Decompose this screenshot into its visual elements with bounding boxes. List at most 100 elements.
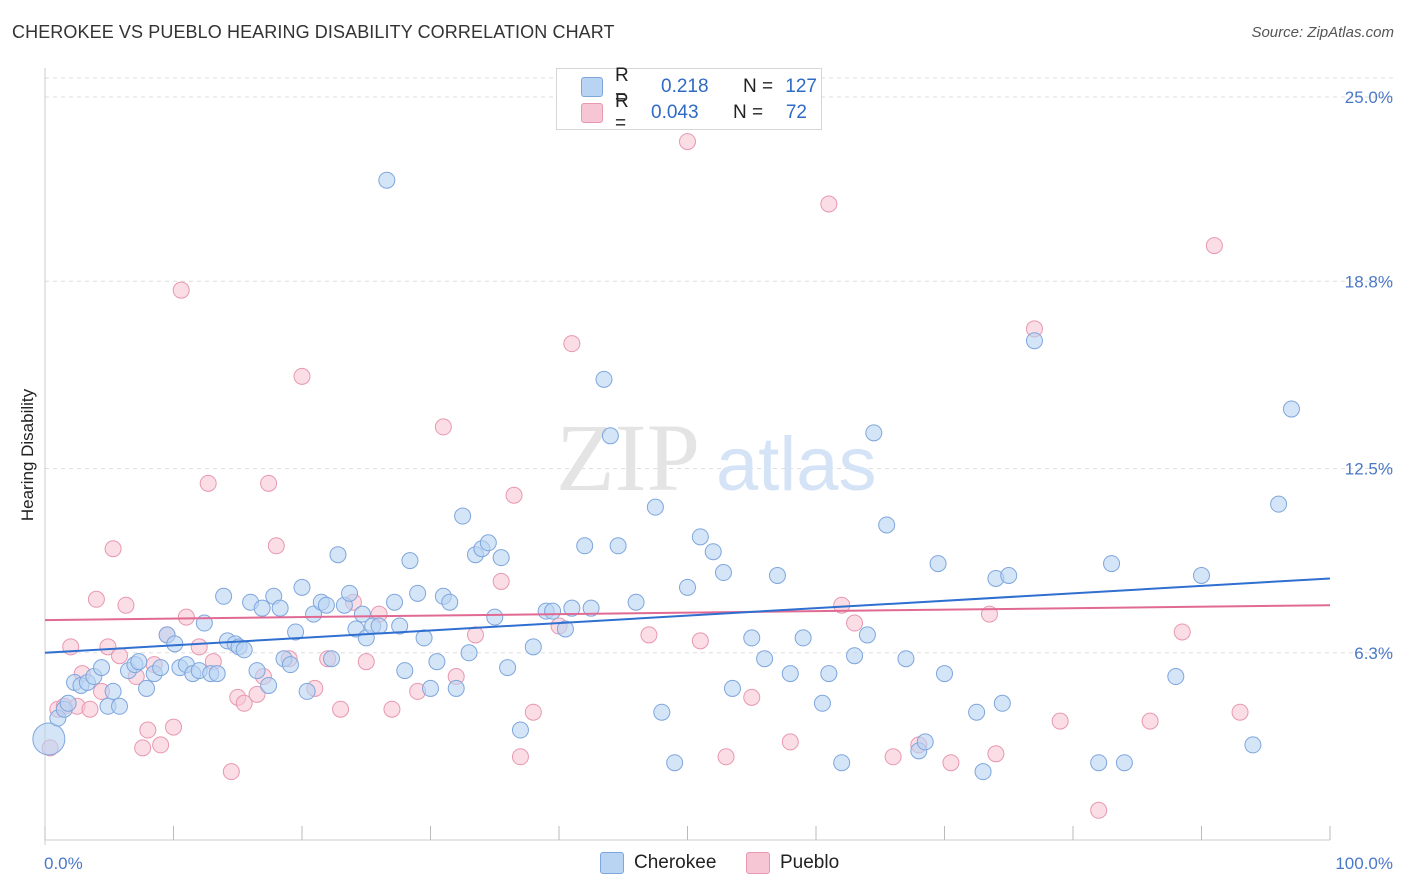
cherokee-point [556, 620, 574, 638]
pueblo-point [942, 754, 960, 772]
trend-lines [44, 577, 1331, 654]
cherokee-point [271, 599, 289, 617]
cherokee-point [666, 754, 684, 772]
bottom-legend-cherokee-label: Cherokee [634, 852, 717, 873]
cherokee-point [897, 650, 915, 668]
pueblo-point [846, 614, 864, 632]
cherokee-point [576, 537, 594, 555]
pueblo-point [1141, 712, 1159, 730]
pueblo-point [152, 736, 170, 754]
cherokee-point [1090, 754, 1108, 772]
cherokee-point [248, 662, 266, 680]
pueblo-point [1051, 712, 1069, 730]
cherokee-point [152, 659, 170, 677]
pueblo-point [165, 718, 182, 736]
cherokee-point [1103, 555, 1121, 573]
pueblo-point [679, 133, 696, 151]
pueblo-point [691, 632, 709, 650]
cherokee-point [609, 537, 627, 555]
cherokee-point [627, 593, 645, 611]
cherokee-point [653, 703, 671, 721]
pueblo-point [87, 590, 105, 608]
legend-r-value: 0.043 [651, 102, 699, 123]
cherokee-point [582, 599, 600, 617]
bottom-legend-pueblo: Pueblo [746, 852, 839, 874]
cherokee-point [215, 587, 233, 605]
pueblo-point [332, 700, 350, 718]
watermark-zip: ZIP [556, 404, 700, 511]
pueblo-point [99, 638, 117, 656]
cherokee-point [341, 584, 359, 602]
pueblo-point [222, 763, 240, 781]
pueblo-point [492, 572, 510, 590]
cherokee-swatch [581, 77, 603, 97]
cherokee-point [993, 694, 1011, 712]
cherokee-point [59, 694, 77, 712]
cherokee-point [974, 763, 992, 781]
cherokee-point [409, 584, 427, 602]
legend-row-cherokee: R = 0.218 N = 127 [581, 65, 817, 108]
cherokee-point [323, 650, 341, 668]
pueblo-point [267, 537, 285, 555]
cherokee-point [781, 665, 799, 683]
cherokee-point [563, 599, 581, 617]
cherokee-swatch [600, 852, 624, 874]
y-tick-label: 12.5% [1345, 460, 1393, 479]
pueblo-point [117, 596, 135, 614]
pueblo-swatch [746, 852, 770, 874]
cherokee-point [929, 555, 947, 573]
cherokee-point [858, 626, 876, 644]
pueblo-point [820, 195, 838, 213]
legend-r-label: R = [615, 91, 629, 134]
cherokee-point [595, 370, 613, 388]
cherokee-point [1025, 332, 1043, 350]
cherokee-point [1000, 566, 1018, 584]
cherokee-point [524, 638, 542, 656]
pueblo-point [104, 540, 122, 558]
pueblo-point [81, 700, 99, 718]
cherokee-point [878, 516, 896, 534]
cherokee-point [968, 703, 986, 721]
y-tick-label: 18.8% [1345, 272, 1393, 291]
cherokee-point [743, 629, 761, 647]
pueblo-point [134, 739, 152, 757]
pueblo-point [139, 721, 157, 739]
cherokee-point [486, 608, 504, 626]
cherokee-point [714, 564, 732, 582]
cherokee-point [422, 679, 439, 697]
cherokee-point [287, 623, 305, 641]
axis-labels: 6.3% 12.5% 18.8% 25.0% 0.0% 100.0% Hearing Dis… [18, 88, 1393, 873]
watermark: ZIP atlas [556, 404, 877, 511]
cherokee-point [794, 629, 812, 647]
cherokee-point [479, 534, 497, 552]
cherokee-point [1244, 736, 1262, 754]
cherokee-point [378, 171, 396, 189]
cherokee-point [391, 617, 409, 635]
cherokee-point [544, 602, 562, 620]
pueblo-point [511, 748, 529, 766]
cherokee-point [428, 653, 446, 671]
pueblo-point [466, 626, 484, 644]
pueblo-point [199, 474, 217, 492]
pueblo-point [717, 748, 735, 766]
pueblo-point [383, 700, 401, 718]
cherokee-point [166, 635, 184, 653]
pueblo-point [781, 733, 799, 751]
legend-row-pueblo: R = 0.043 N = 72 [581, 91, 807, 134]
cherokee-point [492, 549, 510, 567]
pueblo-point [434, 418, 452, 436]
cherokee-point [138, 679, 156, 697]
chart-title: CHEROKEE VS PUEBLO HEARING DISABILITY CO… [12, 22, 615, 42]
pueblo-point [833, 596, 851, 614]
x-tick-label: 100.0% [1335, 854, 1393, 873]
cherokee-point [208, 665, 226, 683]
bottom-legend-pueblo-label: Pueblo [780, 852, 840, 873]
watermark-atlas: atlas [716, 422, 877, 507]
cherokee-point [281, 656, 299, 674]
cherokee-point [833, 754, 851, 772]
cherokee-point [768, 566, 786, 584]
cherokee-point [679, 578, 696, 596]
pueblo-point [1205, 237, 1223, 255]
cherokee-point [1167, 668, 1185, 686]
